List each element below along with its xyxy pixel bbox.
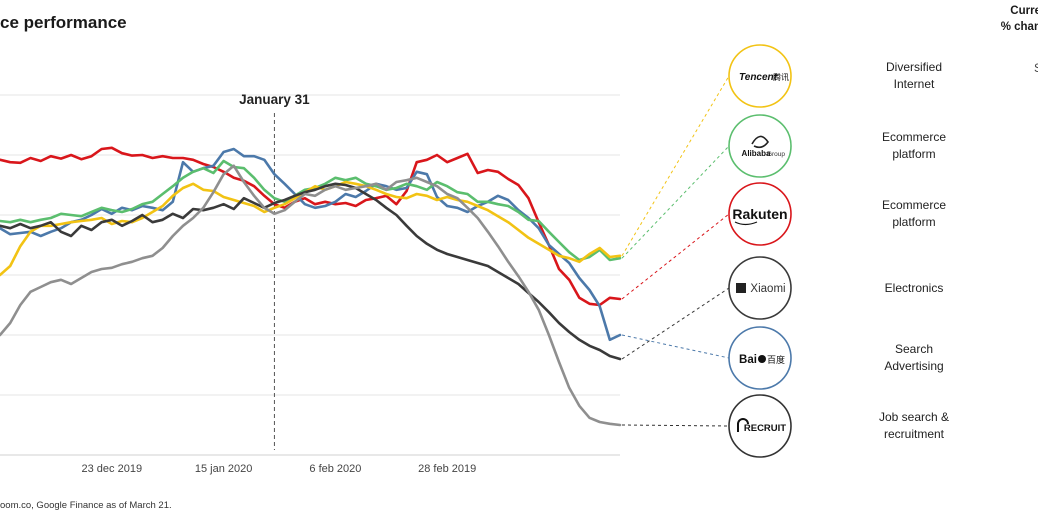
category-label-xiaomi: Electronics — [854, 280, 974, 297]
category-label-rakuten: Ecommerce platform — [854, 197, 974, 231]
x-tick-label: 6 feb 2020 — [309, 463, 361, 475]
logo-circle-xiaomi — [728, 256, 792, 320]
page-title: ce performance — [0, 13, 127, 32]
logo-sub-tencent: 腾讯 — [773, 72, 789, 82]
category-label-line: platform — [892, 147, 936, 161]
series-line-xiaomi — [0, 182, 622, 361]
category-label-line: Internet — [893, 77, 935, 91]
logo-circle-recruit — [728, 394, 792, 458]
xiaomi-logo-icon: Xiaomi — [736, 283, 786, 295]
category-label-line: Ecommerce — [881, 198, 946, 212]
x-tick-label: 28 feb 2019 — [418, 463, 476, 475]
baidu-paw-icon — [758, 355, 766, 363]
logo-circle-alibaba — [728, 114, 792, 178]
series-line-tencent — [0, 180, 622, 277]
source-note: oom.co, Google Finance as of March 21. — [0, 500, 172, 511]
series-line-recruit — [0, 164, 622, 427]
logo-circle-rakuten — [728, 182, 792, 246]
logo-text-rakuten: Rakuten — [732, 206, 787, 222]
connector-recruit — [621, 424, 730, 427]
column-header-line2: % chang — [1000, 21, 1038, 33]
x-tick-label: 15 jan 2020 — [195, 463, 253, 475]
connector-alibaba — [621, 145, 730, 259]
category-label-line: Electronics — [884, 280, 944, 295]
series-line-rakuten — [0, 146, 622, 307]
recruit-mark-icon — [737, 418, 749, 432]
category-label-tencent: Diversified Internet — [854, 59, 974, 93]
logo-text-xiaomi: Xiaomi — [750, 283, 785, 295]
xiaomi-mi-icon — [736, 283, 746, 293]
category-label-recruit: Job search & recruitment — [854, 409, 974, 443]
category-label-alibaba: Ecommerce platform — [854, 129, 974, 163]
alibaba-mark-icon — [751, 135, 769, 149]
recruit-logo-icon: RECRUIT — [737, 418, 786, 434]
category-label-line: Diversified — [885, 60, 942, 74]
connector-xiaomi — [621, 287, 730, 360]
logo-circle-tencent — [728, 44, 792, 108]
column-header-line1: Curren — [1010, 5, 1038, 17]
category-label-line: Ecommerce — [881, 130, 946, 144]
logo-text-recruit: RECRUIT — [744, 423, 786, 434]
x-tick-label: 23 dec 2019 — [82, 463, 143, 475]
connector-tencent — [621, 75, 730, 257]
logo-text-alibaba: Alibaba — [742, 149, 771, 158]
chart-connectors — [621, 75, 730, 427]
category-label-line: Search — [894, 342, 934, 356]
column-header-current-change: Curren % chang — [988, 3, 1038, 35]
rakuten-logo-icon: Rakuten — [732, 206, 788, 226]
change-value-tencent: S — [1034, 61, 1038, 75]
logo-text-baidu: Bai — [739, 354, 757, 366]
annotation-label: January 31 — [239, 92, 310, 107]
connector-baidu — [621, 334, 730, 359]
category-label-line: Job search & — [878, 410, 950, 424]
category-label-baidu: Search Advertising — [854, 341, 974, 375]
logo-sub-baidu: 百度 — [767, 354, 785, 366]
chart-grid — [0, 94, 620, 396]
connector-rakuten — [621, 213, 730, 300]
category-label-line: Advertising — [884, 359, 944, 373]
logo-text-tencent: Tencent — [739, 72, 778, 83]
category-label-line: platform — [892, 215, 936, 229]
chart-series — [0, 146, 622, 427]
chart-axis: 23 dec 2019 15 jan 2020 6 feb 2020 28 feb 2… — [0, 92, 620, 475]
logo-sub-alibaba: Group — [767, 151, 785, 158]
series-line-alibaba — [0, 159, 622, 262]
rakuten-swoosh-icon — [734, 221, 758, 226]
category-label-line: recruitment — [883, 427, 945, 441]
series-line-baidu — [0, 147, 622, 342]
baidu-logo-icon: Bai 百度 — [739, 354, 785, 366]
